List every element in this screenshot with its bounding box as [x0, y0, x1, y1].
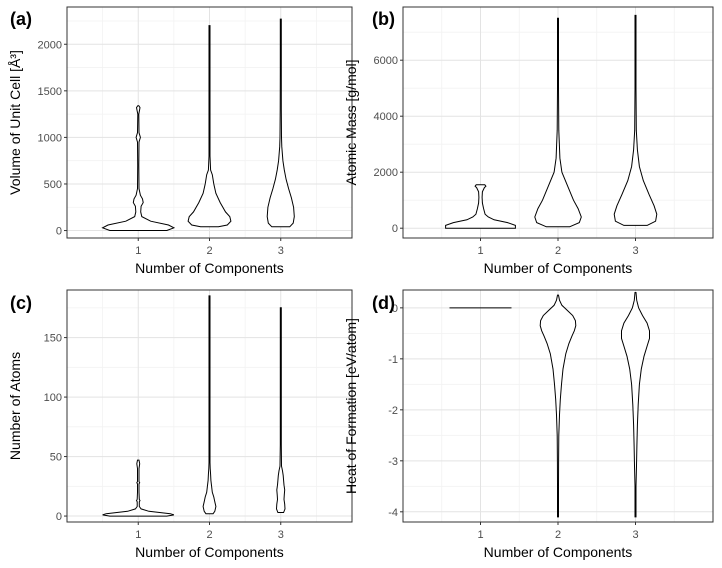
panel-tag: (a): [10, 9, 32, 29]
y-tick-label: 0: [56, 226, 62, 238]
x-tick-label: 2: [206, 529, 212, 541]
x-tick-label: 1: [477, 529, 483, 541]
panel-frame: [66, 6, 353, 239]
x-tick-label: 1: [135, 245, 141, 257]
y-tick-label: 1500: [38, 86, 62, 98]
y-axis-title: Volume of Unit Cell [Å³]: [7, 50, 23, 195]
x-tick-label: 1: [477, 245, 483, 257]
x-tick-label: 3: [278, 529, 284, 541]
panel-4: 0 -1 -2 -3 -4 1 2 3 Number of Components Heat of …: [343, 289, 714, 560]
violin-2: [534, 17, 582, 228]
x-tick-label: 1: [135, 529, 141, 541]
y-tick-label: 2000: [38, 39, 62, 51]
violin-3: [621, 292, 650, 518]
violin-3: [275, 307, 286, 513]
panel-frame: [402, 6, 714, 239]
y-tick-label: 6000: [374, 55, 398, 67]
x-tick-label: 2: [555, 245, 561, 257]
violin-2: [202, 295, 217, 515]
y-tick-label: -4: [388, 507, 398, 519]
x-axis-title: Number of Components: [135, 544, 284, 560]
panel-tag: (c): [10, 293, 32, 313]
panel-tag: (b): [372, 9, 395, 29]
x-axis-title: Number of Components: [484, 544, 633, 560]
panel-frame: [66, 289, 353, 523]
y-tick-label: 0: [56, 511, 62, 523]
panel-frame: [402, 289, 714, 523]
violin-2: [187, 25, 232, 228]
y-tick-label: 1000: [38, 132, 62, 144]
y-tick-label: 0: [392, 303, 398, 315]
y-tick-label: -2: [388, 405, 398, 417]
violin-2: [539, 294, 577, 518]
y-tick-label: 0: [392, 223, 398, 235]
x-tick-label: 3: [632, 245, 638, 257]
violin-3: [613, 14, 658, 226]
panel-2: 0 2000 4000 6000 1 2 3 Number of Components Atom…: [343, 6, 714, 276]
y-tick-label: 150: [44, 333, 62, 345]
violin-1: [102, 459, 175, 517]
y-axis-title: Atomic Mass [g/mol]: [343, 59, 359, 185]
y-tick-label: 4000: [374, 111, 398, 123]
y-tick-label: 50: [50, 452, 62, 464]
x-tick-label: 2: [555, 529, 561, 541]
violin-1: [101, 105, 176, 231]
violin-3: [266, 18, 295, 228]
panel-tag: (d): [372, 293, 395, 313]
y-axis-title: Number of Atoms: [7, 352, 23, 460]
x-tick-label: 3: [278, 245, 284, 257]
y-tick-label: -1: [388, 354, 398, 366]
panel-3: 0 50 100 150 1 2 3 Number of Components Number o…: [7, 289, 353, 560]
x-tick-label: 2: [206, 245, 212, 257]
y-axis-title: Heat of Formation [eV/atom]: [343, 318, 359, 494]
y-tick-label: 500: [44, 179, 62, 191]
panel-1: 0 500 1000 1500 2000 1 2 3 Number of Components V…: [7, 6, 353, 276]
x-axis-title: Number of Components: [484, 260, 633, 276]
x-axis-title: Number of Components: [135, 260, 284, 276]
y-tick-label: 2000: [374, 167, 398, 179]
x-tick-label: 3: [632, 529, 638, 541]
violin-1: [445, 184, 516, 229]
y-tick-label: -3: [388, 456, 398, 468]
y-tick-label: 100: [44, 392, 62, 404]
